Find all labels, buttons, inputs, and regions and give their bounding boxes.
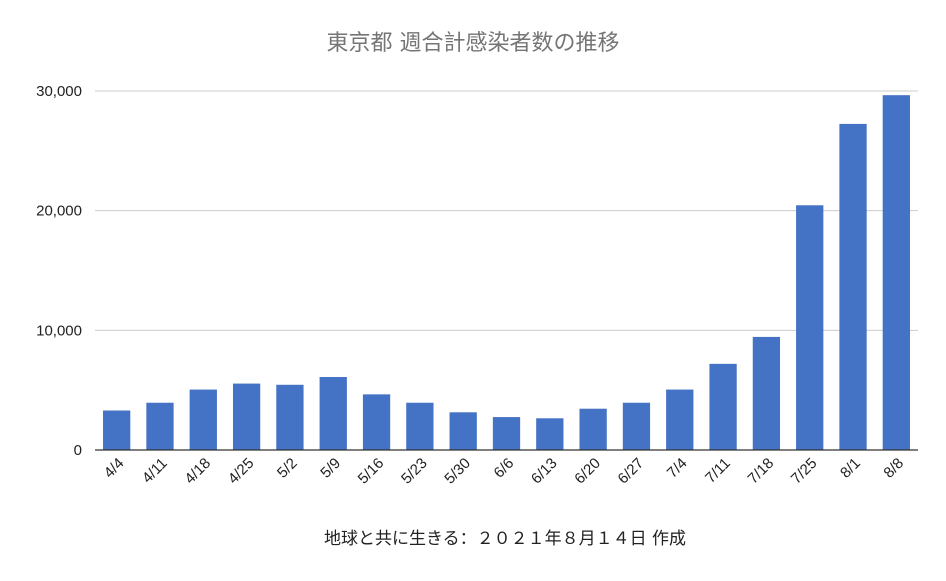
x-tick-label: 5/23 bbox=[398, 455, 431, 488]
bar-5-30 bbox=[449, 412, 477, 450]
chart-annotation: 地球と共に生きる：２０２１年８月１４日 作成 bbox=[324, 529, 686, 549]
bar-5-23 bbox=[406, 402, 434, 450]
grid-lines bbox=[95, 90, 918, 331]
bar-6-20 bbox=[579, 408, 607, 450]
x-tick-label: 4/4 bbox=[101, 455, 128, 482]
bar-4-25 bbox=[232, 383, 261, 450]
x-tick-label: 6/13 bbox=[528, 455, 561, 488]
bar-8-1 bbox=[839, 123, 867, 451]
x-tick-label: 6/27 bbox=[615, 455, 648, 488]
x-tick-label: 4/11 bbox=[139, 455, 171, 487]
bar-7-18 bbox=[752, 336, 781, 450]
chart-title: 東京都 週合計感染者数の推移 bbox=[327, 31, 620, 56]
bar-5-16 bbox=[362, 394, 391, 450]
x-tick-label: 7/18 bbox=[745, 455, 778, 488]
y-tick-label: 20,000 bbox=[36, 203, 82, 220]
x-tick-label: 7/25 bbox=[788, 455, 821, 488]
x-tick-label: 4/18 bbox=[181, 455, 214, 488]
bar-8-8 bbox=[882, 95, 910, 451]
x-tick-label: 4/25 bbox=[225, 455, 258, 488]
x-tick-label: 5/16 bbox=[355, 455, 388, 488]
bar-5-9 bbox=[319, 377, 347, 450]
y-tick-label: 30,000 bbox=[36, 83, 82, 100]
x-tick-label: 7/4 bbox=[664, 455, 691, 482]
y-tick-label: 10,000 bbox=[36, 322, 82, 339]
y-axis-ticks: 0 10,000 20,000 30,000 bbox=[36, 83, 82, 459]
bar-6-6 bbox=[492, 417, 521, 450]
bar-7-4 bbox=[666, 389, 694, 450]
x-tick-label: 6/20 bbox=[571, 455, 604, 488]
x-tick-label: 5/30 bbox=[441, 455, 474, 488]
x-tick-label: 5/9 bbox=[317, 455, 344, 482]
bar-7-11 bbox=[709, 363, 737, 450]
x-tick-label: 5/2 bbox=[274, 455, 301, 482]
bar-4-18 bbox=[189, 389, 217, 450]
x-axis-ticks: 4/4 4/11 4/18 4/25 5/2 5/9 5/16 5/23 5/30 6/6 6/13… bbox=[101, 455, 907, 488]
bar-4-11 bbox=[146, 402, 174, 450]
y-tick-label: 0 bbox=[74, 442, 82, 459]
x-tick-label: 8/8 bbox=[880, 455, 907, 482]
bars bbox=[103, 95, 910, 451]
bar-4-4 bbox=[103, 410, 131, 450]
bar-6-27 bbox=[622, 402, 651, 450]
x-tick-label: 6/6 bbox=[491, 455, 518, 482]
x-tick-label: 8/1 bbox=[837, 455, 864, 482]
bar-5-2 bbox=[276, 384, 304, 450]
x-tick-label: 7/11 bbox=[702, 455, 734, 487]
bar-6-13 bbox=[536, 418, 564, 450]
bar-7-25 bbox=[796, 205, 824, 450]
